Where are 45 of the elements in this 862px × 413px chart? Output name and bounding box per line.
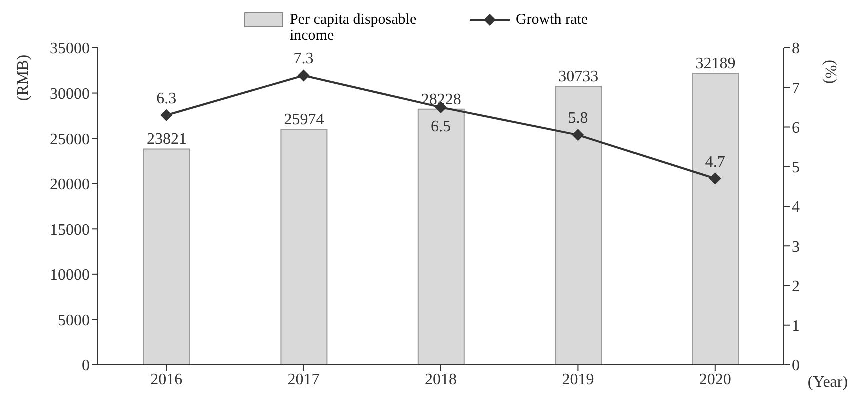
data-label: 4.7 <box>705 154 726 171</box>
x-tick-label: 2016 <box>150 371 183 388</box>
legend-label: Per capita disposable income <box>290 12 418 44</box>
data-label: 5.8 <box>568 110 588 128</box>
y2-tick-label: 8 <box>792 40 800 58</box>
y-tick-label: 20000 <box>50 176 90 194</box>
x-tick-label: 2019 <box>562 371 594 388</box>
y2-tick-label: 3 <box>792 238 800 256</box>
x-tick-label: 2018 <box>425 371 457 388</box>
y2-tick-label: 4 <box>792 199 800 216</box>
point <box>709 172 722 185</box>
x-tick-label: 2020 <box>699 371 732 388</box>
x-axis-title: (Year) <box>808 374 848 391</box>
y-tick-label: 5000 <box>58 312 90 330</box>
bar <box>692 72 740 365</box>
y2-tick-label: 2 <box>792 278 800 296</box>
y2-tick-label: 6 <box>792 120 800 137</box>
bar <box>418 108 465 365</box>
y2-axis-title: (%) <box>822 60 839 84</box>
y-tick-label: 10000 <box>50 267 90 284</box>
data-label: 30733 <box>558 68 599 86</box>
x-tick-label: 2017 <box>288 371 320 388</box>
bar <box>280 129 328 365</box>
point <box>572 129 584 142</box>
y2-tick-label: 1 <box>792 318 800 336</box>
y2-tick-label: 0 <box>792 358 800 375</box>
y-tick-label: 0 <box>82 358 90 375</box>
y-tick-label: 30000 <box>50 86 90 103</box>
y-axis-title: (RMB) <box>15 54 32 102</box>
data-label: 25974 <box>284 112 324 129</box>
data-label: 6.5 <box>431 118 451 136</box>
bar <box>555 86 602 365</box>
y2-tick-label: 7 <box>792 80 800 98</box>
point <box>298 70 310 82</box>
y2-tick-label: 5 <box>792 160 800 177</box>
y-tick-label: 35000 <box>50 40 90 58</box>
point <box>160 109 173 122</box>
bar <box>144 148 190 365</box>
data-label: 32189 <box>696 55 736 72</box>
data-label: 23821 <box>147 131 187 148</box>
y-tick-label: 25000 <box>50 131 90 148</box>
data-label: 6.3 <box>156 90 177 108</box>
legend-label: Growth rate <box>516 12 588 28</box>
data-label: 7.3 <box>294 50 314 68</box>
y-tick-label: 15000 <box>50 222 90 239</box>
